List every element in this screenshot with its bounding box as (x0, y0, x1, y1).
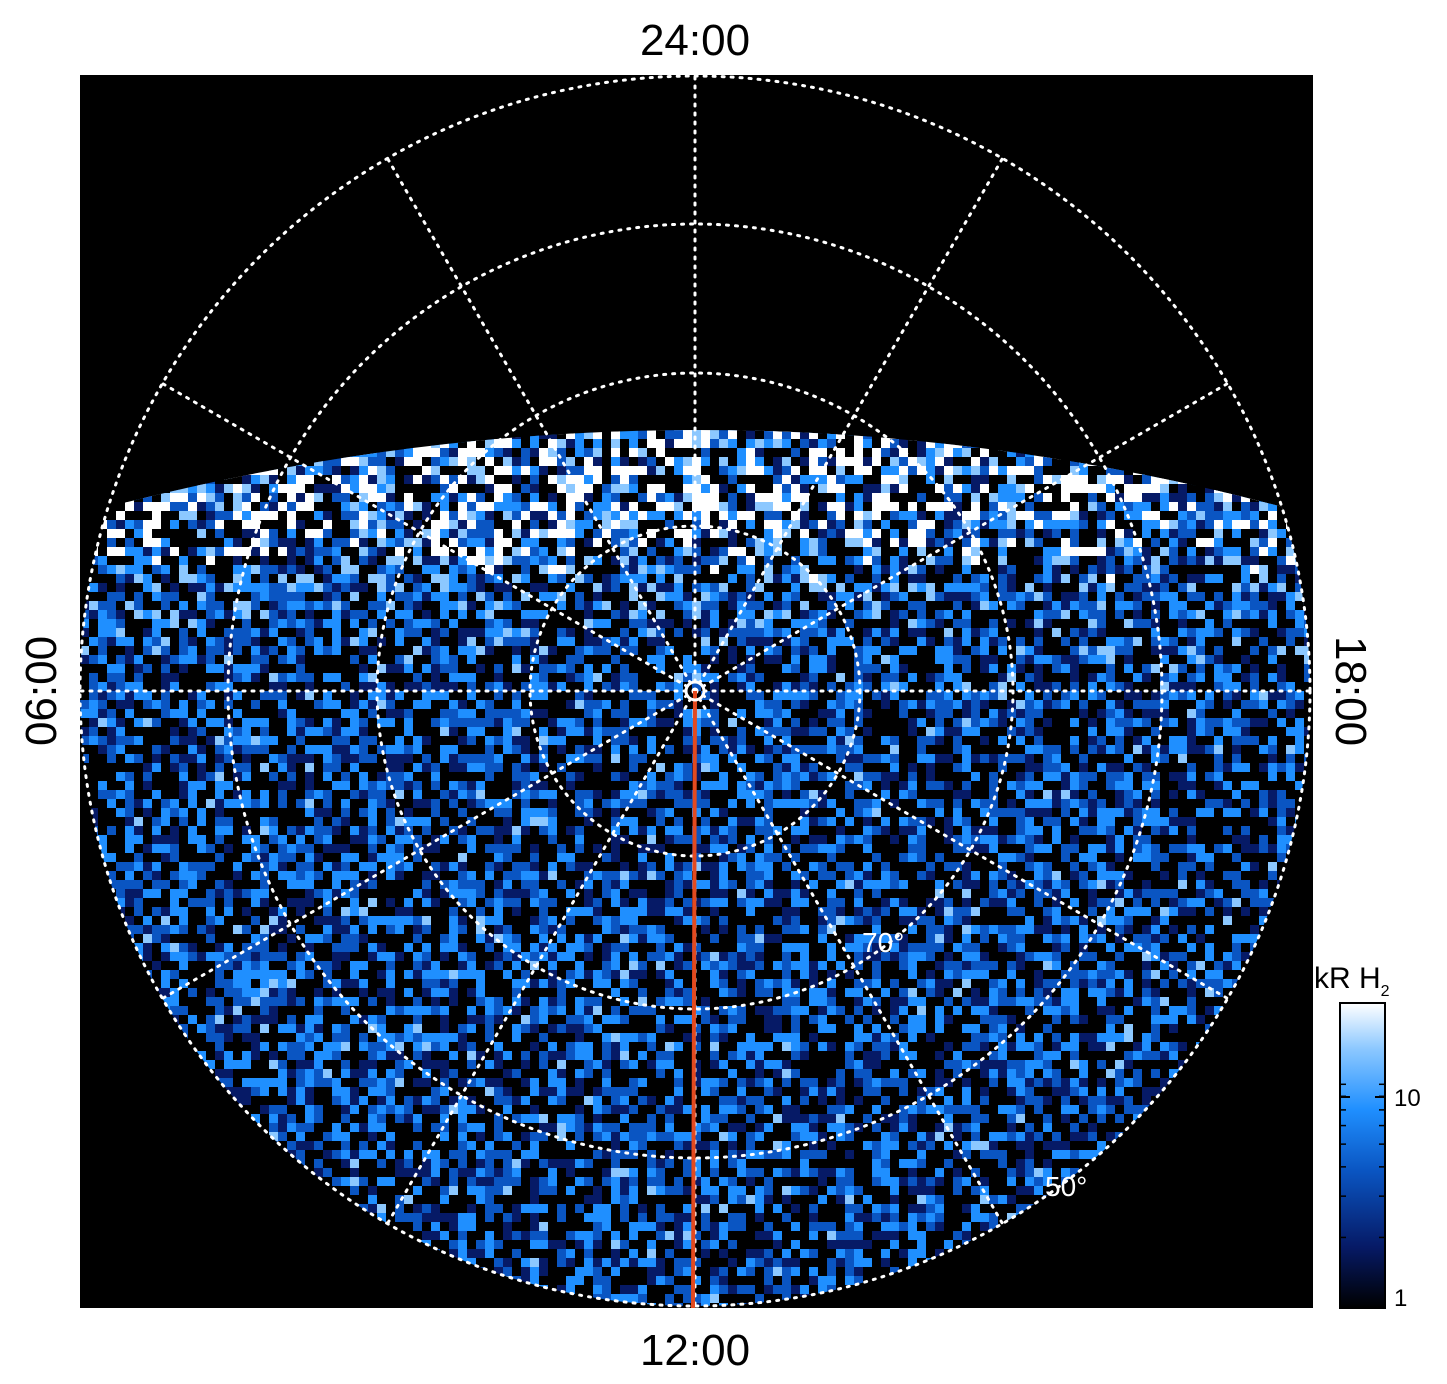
colorbar: kR H2 10 1 (1314, 962, 1421, 1312)
pole-marker (684, 680, 706, 702)
meridian-line (160, 382, 697, 693)
colorbar-title: kR H2 (1314, 962, 1390, 1000)
latitude-label-inner: 70° (862, 927, 904, 958)
colorbar-bar (1339, 1002, 1386, 1309)
local-time-bottom: 12:00 (640, 1326, 750, 1375)
noon-meridian-line (691, 690, 697, 1309)
local-time-right: 18:00 (1326, 636, 1375, 746)
meridian-line (386, 689, 697, 1226)
latitude-label-outer: 50° (1045, 1171, 1087, 1202)
meridian-line (693, 689, 1004, 1226)
colorbar-minor-ticks (1340, 1002, 1385, 1239)
colorbar-tick-label-10: 10 (1394, 1085, 1421, 1112)
local-time-top: 24:00 (640, 16, 750, 65)
colorbar-tick-label-1: 1 (1394, 1285, 1407, 1312)
meridian-line (386, 156, 697, 693)
meridian-line (693, 689, 1230, 1000)
local-time-left: 06:00 (17, 636, 66, 746)
meridian-line (160, 689, 697, 1000)
meridian-line (693, 156, 1004, 693)
meridian-line (693, 382, 1230, 693)
